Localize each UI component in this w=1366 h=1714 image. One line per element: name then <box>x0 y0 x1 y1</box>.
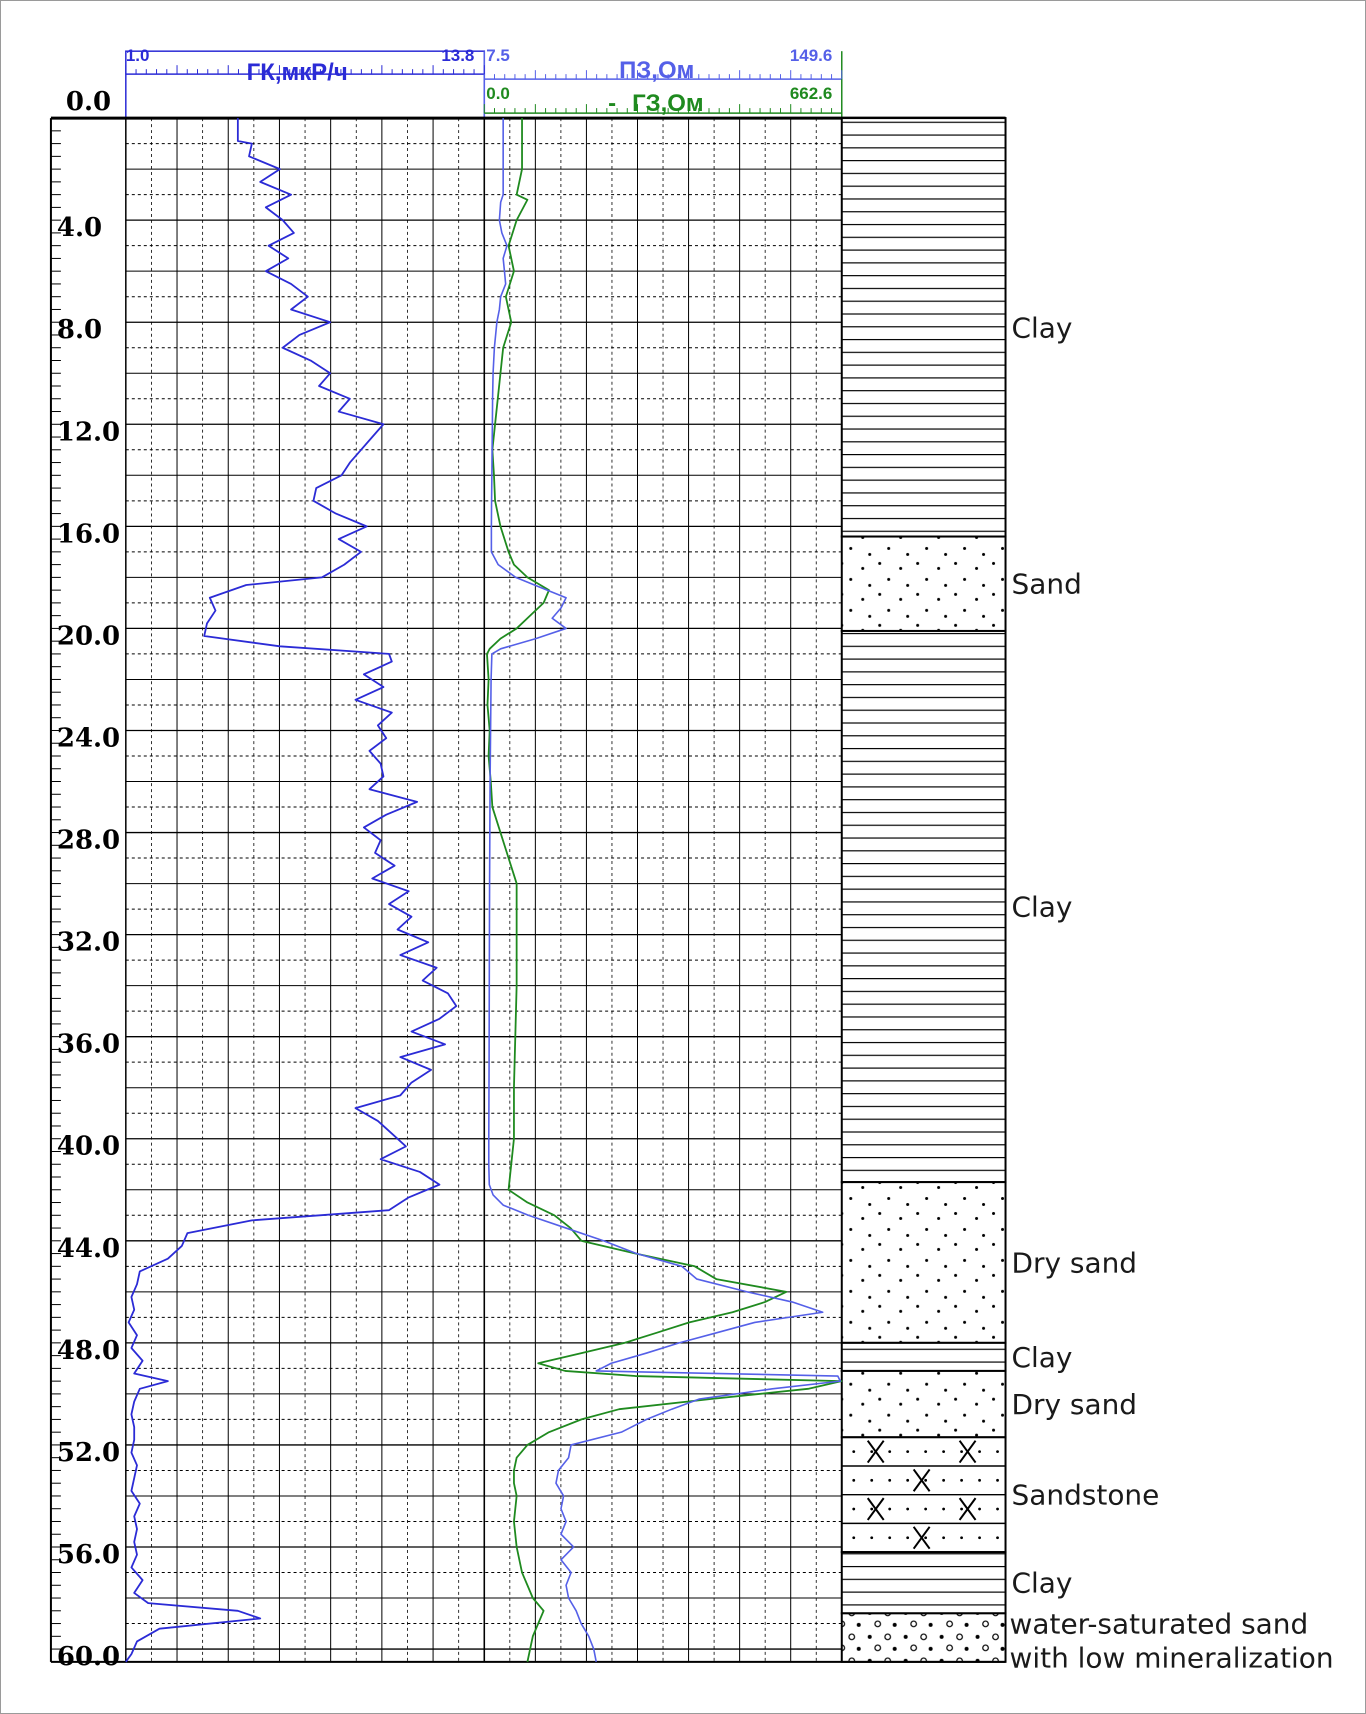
gz-curve <box>486 118 843 1663</box>
sandstone-dot <box>870 1536 874 1540</box>
sandstone-dot <box>852 1536 856 1540</box>
sandstone-cross <box>912 1526 931 1550</box>
gk-min-label: 1.0 <box>126 46 150 65</box>
depth-labels: 4.0 8.0 12.0 16.0 20.0 24.0 28.0 32.0 36.0 40.0 44… <box>57 213 120 1672</box>
gk-curve <box>125 118 458 1663</box>
gz-prefix: - <box>608 90 616 117</box>
pz-max-label: 149.6 <box>790 46 832 65</box>
sandstone-dot <box>960 1507 963 1511</box>
sandstone-dot <box>888 1507 892 1511</box>
depth-label: 52.0 <box>57 1438 120 1468</box>
sandstone-dot <box>960 1536 963 1540</box>
lith-bed-water_sand <box>840 1612 1007 1663</box>
sandstone-dot <box>978 1478 981 1482</box>
lith-label-line: water-saturated sand <box>1010 1607 1309 1640</box>
sandstone-dot <box>888 1478 892 1482</box>
sandstone-dot <box>870 1507 874 1511</box>
sandstone-dot <box>942 1536 946 1540</box>
track-headers: 1.0 13.8 ГК,мкР/ч 7.5 149.6 ПЗ,Ом 0.0 66… <box>66 46 843 119</box>
sandstone-dot <box>906 1536 910 1540</box>
lith-label: Clay <box>1012 891 1073 924</box>
sandstone-dot <box>852 1507 856 1511</box>
sandstone-dot <box>924 1478 928 1482</box>
sandstone-cross <box>866 1497 885 1521</box>
lith-label: Sand <box>1012 568 1082 601</box>
lith-label: Clay <box>1012 1341 1073 1374</box>
pz-min-label: 7.5 <box>486 46 510 65</box>
sandstone-dot <box>978 1450 981 1454</box>
depth-label: 56.0 <box>57 1540 120 1570</box>
depth-label: 44.0 <box>57 1234 120 1264</box>
sandstone-dot <box>978 1536 981 1540</box>
depth-label: 4.0 <box>57 213 102 243</box>
sandstone-cross <box>958 1440 977 1464</box>
sandstone-dot <box>870 1478 874 1482</box>
gk-max-label: 13.8 <box>441 46 474 65</box>
lith-bed-sand <box>840 535 1007 632</box>
lith-label: Sandstone <box>1012 1479 1160 1512</box>
sandstone-dot <box>996 1536 999 1540</box>
gz-max-label: 662.6 <box>790 84 832 103</box>
lith-bed-clay <box>840 1341 1007 1372</box>
sandstone-dot <box>978 1507 981 1511</box>
pz-title: ПЗ,Ом <box>619 57 694 84</box>
lithology-column <box>840 117 1007 1663</box>
depth-label: 60.0 <box>57 1642 120 1672</box>
sandstone-dot <box>906 1450 910 1454</box>
sandstone-cross <box>958 1497 977 1521</box>
gz-min-label: 0.0 <box>486 84 510 103</box>
log-curves <box>125 118 843 1663</box>
sandstone-dot <box>996 1478 999 1482</box>
sandstone-dot <box>906 1507 910 1511</box>
sandstone-dot <box>852 1450 856 1454</box>
depth-label: 28.0 <box>57 826 120 856</box>
depth-label: 8.0 <box>57 315 102 345</box>
depth-label: 12.0 <box>57 417 120 447</box>
sandstone-dot <box>870 1450 874 1454</box>
sandstone-dot <box>852 1478 856 1482</box>
depth-label: 20.0 <box>57 621 120 651</box>
lith-bed-clay <box>840 117 1007 538</box>
pz-curve <box>487 118 842 1662</box>
gk-title: ГК,мкР/ч <box>247 59 348 86</box>
sandstone-dot <box>888 1536 892 1540</box>
sandstone-dot <box>942 1478 946 1482</box>
sandstone-dot <box>996 1450 999 1454</box>
depth-label: 48.0 <box>57 1336 120 1366</box>
sandstone-dot <box>942 1507 946 1511</box>
sandstone-dot <box>924 1450 928 1454</box>
sandstone-dot <box>906 1478 910 1482</box>
depth-label: 24.0 <box>57 723 120 753</box>
sandstone-cross <box>912 1468 931 1492</box>
depth-label: 16.0 <box>57 519 120 549</box>
sandstone-cross <box>866 1440 885 1464</box>
depth-label: 32.0 <box>57 928 120 958</box>
depth-label: 40.0 <box>57 1132 120 1162</box>
sandstone-dot <box>960 1450 963 1454</box>
sandstone-dot <box>996 1507 999 1511</box>
sandstone-dot <box>924 1507 928 1511</box>
sandstone-dot <box>888 1450 892 1454</box>
lith-bed-sand <box>840 1369 1007 1439</box>
sandstone-dot <box>960 1478 963 1482</box>
lith-label-line: with low mineralization <box>1010 1641 1334 1674</box>
depth-top-label: 0.0 <box>66 87 111 117</box>
sandstone-dot <box>942 1450 946 1454</box>
lith-label: Dry sand <box>1012 1388 1138 1421</box>
lith-bed-clay <box>840 1551 1007 1615</box>
lith-label: Clay <box>1012 1567 1073 1600</box>
lithology-labels: Clay Sand Clay Dry sand Clay Dry sand Sandston… <box>1010 311 1334 1674</box>
lith-bed-sand <box>840 1181 1007 1344</box>
lith-label: Clay <box>1012 311 1073 344</box>
depth-label: 36.0 <box>57 1030 120 1060</box>
sandstone-dot <box>924 1536 928 1540</box>
lith-bed-clay <box>840 629 1007 1184</box>
lith-label: Dry sand <box>1012 1246 1138 1279</box>
